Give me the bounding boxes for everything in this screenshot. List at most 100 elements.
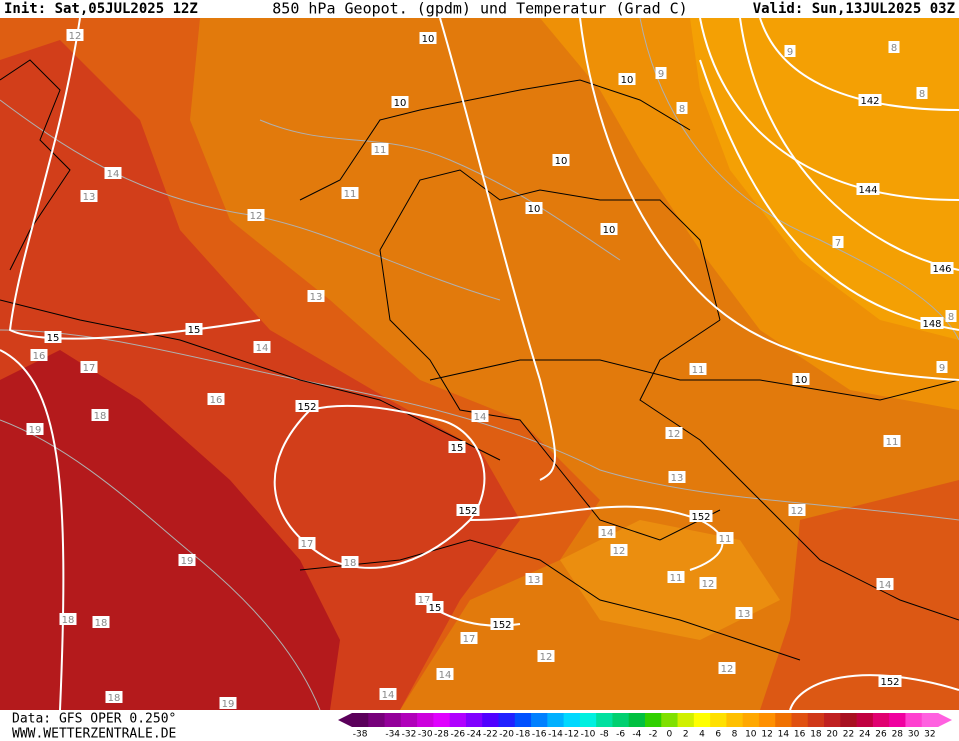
colorbar-label: 14 [778,730,790,740]
temperature-label: 13 [83,192,96,203]
geopotential-label: 152 [880,677,899,688]
colorbar-swatch [498,713,516,727]
geopotential-label: 146 [932,264,951,275]
geopotential-label-box [856,183,880,195]
colorbar-swatch [856,713,874,727]
temperature-label-box [525,573,543,585]
colorbar-label: 2 [683,730,689,740]
colorbar-swatch [807,713,825,727]
geopotential-label-box [426,601,444,613]
temperature-label-box [676,102,688,114]
geopotential-label: 15 [47,333,60,344]
temperature-label-box [80,361,98,373]
colorbar-label: 20 [826,730,838,740]
temperature-label: 9 [939,363,945,374]
colorbar-label: -22 [483,730,498,740]
temperature-label: 7 [835,238,841,249]
colorbar-label: 26 [875,730,887,740]
temperature-label: 11 [670,573,683,584]
geopotential-label-box [419,32,437,44]
temperature-label: 8 [919,89,925,100]
colorbar-swatch [596,713,613,727]
colorbar-swatch [465,713,483,727]
temperature-label-box [888,41,900,53]
temperature-label: 18 [95,618,108,629]
colorbar-label: -16 [532,730,547,740]
contour-labels: 12 14 13 12 11 11 13 14 16 17 18 19 16 14 11 12 13 11 12 14… [26,29,957,710]
geopotential-label-box [490,618,514,630]
geopotential-label: 152 [297,402,316,413]
colorbar-swatch [645,713,662,727]
geopotential-label-box [792,373,810,385]
colorbar-swatch [482,713,499,727]
temperature-label-box [66,29,84,41]
temperature-label-box [598,526,616,538]
colorbar-swatch [531,713,548,727]
temperature-label-box [436,668,454,680]
temperature-label: 17 [418,595,431,606]
geopotential-label-box [858,94,882,106]
temperature-label-box [876,578,894,590]
geopotential-label: 144 [858,185,877,196]
temperature-label: 14 [439,670,452,681]
geopotential-label: 15 [429,603,442,614]
geopotential-label-box [930,262,954,274]
temperature-label: 9 [787,47,793,58]
colorbar-swatch [384,713,402,727]
temperature-label: 19 [181,556,194,567]
colorbar-label: 28 [892,730,904,740]
temperature-label: 19 [222,699,235,710]
temperature-label-box [784,45,796,57]
map-title: 850 hPa Geopot. (gpdm) und Temperatur (G… [272,0,687,18]
colorbar-swatch [677,713,695,727]
colorbar-swatch [710,713,727,727]
colorbar-label: 24 [859,730,871,740]
temperature-label: 18 [108,693,121,704]
geopotential-label: 15 [188,325,201,336]
temperature-label: 16 [33,351,46,362]
temperature-label-box [341,556,359,568]
temperature-label-box [207,393,225,405]
geopotential-label-box [878,675,902,687]
geopotential-label: 10 [555,156,568,167]
temperature-label-box [105,691,123,703]
geopotential-label: 10 [422,34,435,45]
temperature-label: 11 [719,534,732,545]
colorbar-swatch [547,713,565,727]
geopotential-label: 10 [603,225,616,236]
temperature-label-box [668,471,686,483]
temperature-label: 11 [344,189,357,200]
temperature-label: 17 [83,363,96,374]
colorbar-label: -20 [499,730,514,740]
geopotential-isolines [0,17,959,711]
colorbar-swatch [368,713,386,727]
geopotential-label: 10 [394,98,407,109]
geopotential-label: 152 [492,620,511,631]
temperature-label: 13 [310,292,323,303]
temperature-label: 16 [210,395,223,406]
temperature-label: 13 [671,473,684,484]
colorbar-swatch [824,713,841,727]
colorbar-label: -2 [649,730,658,740]
geopotential-label-box [689,510,713,522]
colorbar-label: -8 [600,730,609,740]
temperature-label-box [59,613,77,625]
valid-time: Valid: Sun,13JUL2025 03Z [753,1,955,17]
colorbar-label: -12 [564,730,579,740]
geopotential-label-box [456,504,480,516]
colorbar-swatch [693,713,711,727]
temperature-label: 12 [613,546,626,557]
temperature-label: 12 [721,664,734,675]
temperature-label-box [665,427,683,439]
temperature-label-box [537,650,555,662]
temperature-label-box [718,662,736,674]
colorbar-label: 18 [810,730,822,740]
colorbar-swatch [417,713,434,727]
colorbar-label: -32 [402,730,417,740]
colorbar-label: -4 [632,730,641,740]
temperature-label: 12 [668,429,681,440]
geopotential-label-box [920,317,944,329]
temperature-label: 14 [879,580,892,591]
temperature-label-box [104,167,122,179]
geopotential-label: 10 [528,204,541,215]
